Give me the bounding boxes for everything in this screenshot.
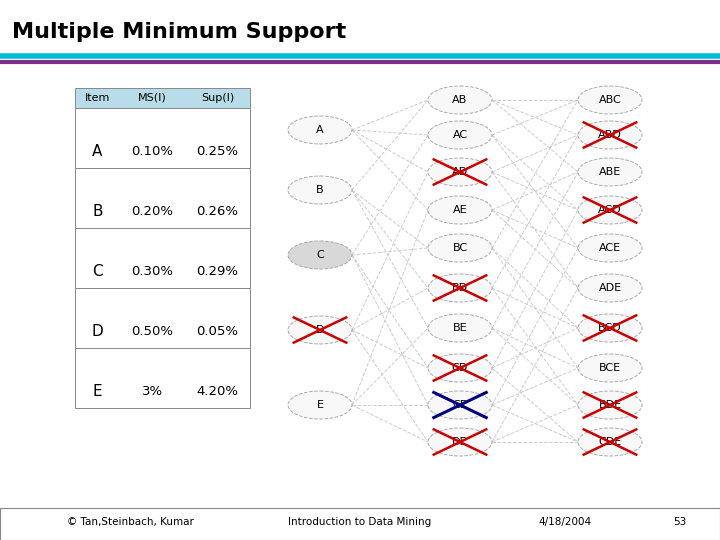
Text: CD: CD (452, 363, 468, 373)
Ellipse shape (428, 274, 492, 302)
Ellipse shape (428, 354, 492, 382)
Text: Introduction to Data Mining: Introduction to Data Mining (289, 517, 431, 527)
Text: C: C (92, 264, 103, 279)
Text: BE: BE (453, 323, 467, 333)
Bar (75, 108, 250, 168)
Ellipse shape (428, 391, 492, 419)
Text: AC: AC (452, 130, 467, 140)
Text: BDE: BDE (598, 400, 621, 410)
Text: 4/18/2004: 4/18/2004 (539, 517, 592, 527)
Ellipse shape (428, 158, 492, 186)
Text: AD: AD (452, 167, 468, 177)
Text: B: B (92, 204, 103, 219)
Text: ABC: ABC (598, 95, 621, 105)
Ellipse shape (428, 314, 492, 342)
Text: 0.25%: 0.25% (197, 145, 238, 158)
Ellipse shape (288, 241, 352, 269)
Text: BC: BC (452, 243, 467, 253)
Text: 0.05%: 0.05% (197, 325, 238, 338)
Text: DE: DE (452, 437, 468, 447)
Text: ACE: ACE (599, 243, 621, 253)
Ellipse shape (428, 428, 492, 456)
Text: 0.20%: 0.20% (132, 205, 174, 218)
Text: 0.30%: 0.30% (132, 265, 174, 278)
Text: CDE: CDE (598, 437, 621, 447)
Text: A: A (316, 125, 324, 135)
Text: C: C (316, 250, 324, 260)
Text: BCE: BCE (599, 363, 621, 373)
Text: MS(I): MS(I) (138, 93, 167, 103)
Ellipse shape (288, 316, 352, 344)
Ellipse shape (578, 428, 642, 456)
Text: B: B (316, 185, 324, 195)
Text: D: D (91, 323, 104, 339)
Text: ABE: ABE (599, 167, 621, 177)
Text: CE: CE (453, 400, 467, 410)
Text: ACD: ACD (598, 205, 622, 215)
Ellipse shape (428, 196, 492, 224)
Ellipse shape (428, 86, 492, 114)
Ellipse shape (428, 121, 492, 149)
Text: © Tan,Steinbach, Kumar: © Tan,Steinbach, Kumar (66, 517, 194, 527)
Ellipse shape (578, 158, 642, 186)
Bar (75, 348, 250, 408)
Text: AE: AE (453, 205, 467, 215)
Text: 0.50%: 0.50% (132, 325, 174, 338)
Ellipse shape (578, 121, 642, 149)
Text: A: A (92, 144, 103, 159)
Text: ADE: ADE (598, 283, 621, 293)
Ellipse shape (428, 234, 492, 262)
Text: Multiple Minimum Support: Multiple Minimum Support (12, 22, 346, 42)
Bar (75, 288, 250, 348)
Text: E: E (93, 384, 102, 399)
Ellipse shape (288, 391, 352, 419)
Text: BD: BD (452, 283, 468, 293)
Ellipse shape (578, 86, 642, 114)
Text: 0.29%: 0.29% (197, 265, 238, 278)
Ellipse shape (578, 274, 642, 302)
Ellipse shape (578, 314, 642, 342)
Text: 0.26%: 0.26% (197, 205, 238, 218)
Text: BCD: BCD (598, 323, 622, 333)
Text: D: D (316, 325, 324, 335)
Text: ABD: ABD (598, 130, 622, 140)
Ellipse shape (578, 354, 642, 382)
Bar (75, 228, 250, 288)
Text: AB: AB (452, 95, 467, 105)
Ellipse shape (578, 391, 642, 419)
Ellipse shape (288, 116, 352, 144)
Ellipse shape (578, 234, 642, 262)
Text: 4.20%: 4.20% (197, 384, 238, 397)
Text: Sup(I): Sup(I) (201, 93, 234, 103)
Text: 3%: 3% (142, 384, 163, 397)
Bar (0, 508, 720, 540)
Text: Item: Item (85, 93, 110, 103)
Text: E: E (317, 400, 323, 410)
Text: 53: 53 (673, 517, 687, 527)
Text: 0.10%: 0.10% (132, 145, 174, 158)
Ellipse shape (578, 196, 642, 224)
Ellipse shape (288, 176, 352, 204)
Bar (75, 168, 250, 228)
Bar (75, 88, 250, 108)
